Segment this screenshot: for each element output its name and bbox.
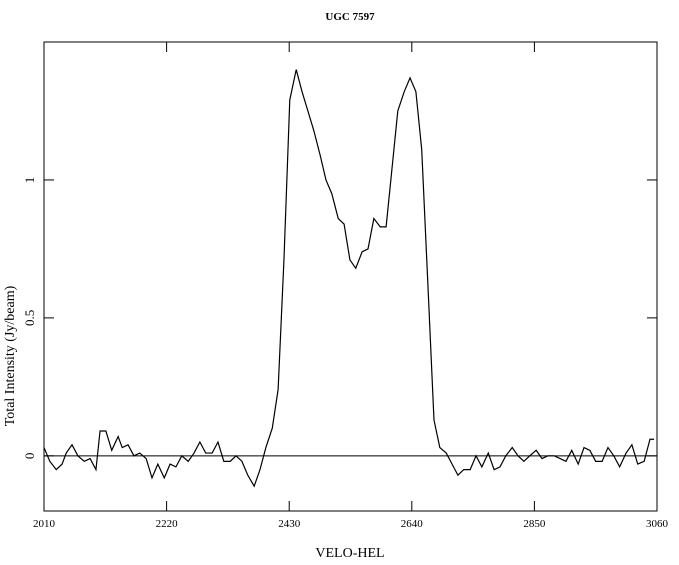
x-tick-label: 2430 <box>278 518 301 530</box>
y-axis-label: Total Intensity (Jy/beam) <box>3 285 18 426</box>
y-tick-label: 1 <box>22 177 37 184</box>
spectrum-line <box>43 69 655 488</box>
x-tick-label: 2010 <box>33 518 56 530</box>
y-tick-label: 0.5 <box>22 310 37 326</box>
x-tick-label: 2640 <box>401 518 424 530</box>
plot-frame <box>43 41 658 512</box>
x-axis-label: VELO-HEL <box>315 546 384 561</box>
x-tick-label: 3060 <box>646 518 669 530</box>
y-tick-label: 0 <box>22 453 37 460</box>
x-tick-label: 2850 <box>523 518 546 530</box>
chart-title: UGC 7597 <box>325 11 375 23</box>
x-tick-label: 2220 <box>156 518 179 530</box>
